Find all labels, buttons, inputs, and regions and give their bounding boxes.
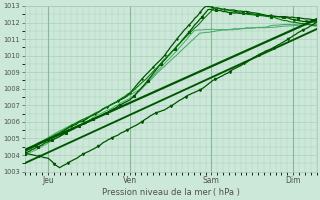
X-axis label: Pression niveau de la mer ( hPa ): Pression niveau de la mer ( hPa ): [101, 188, 239, 197]
